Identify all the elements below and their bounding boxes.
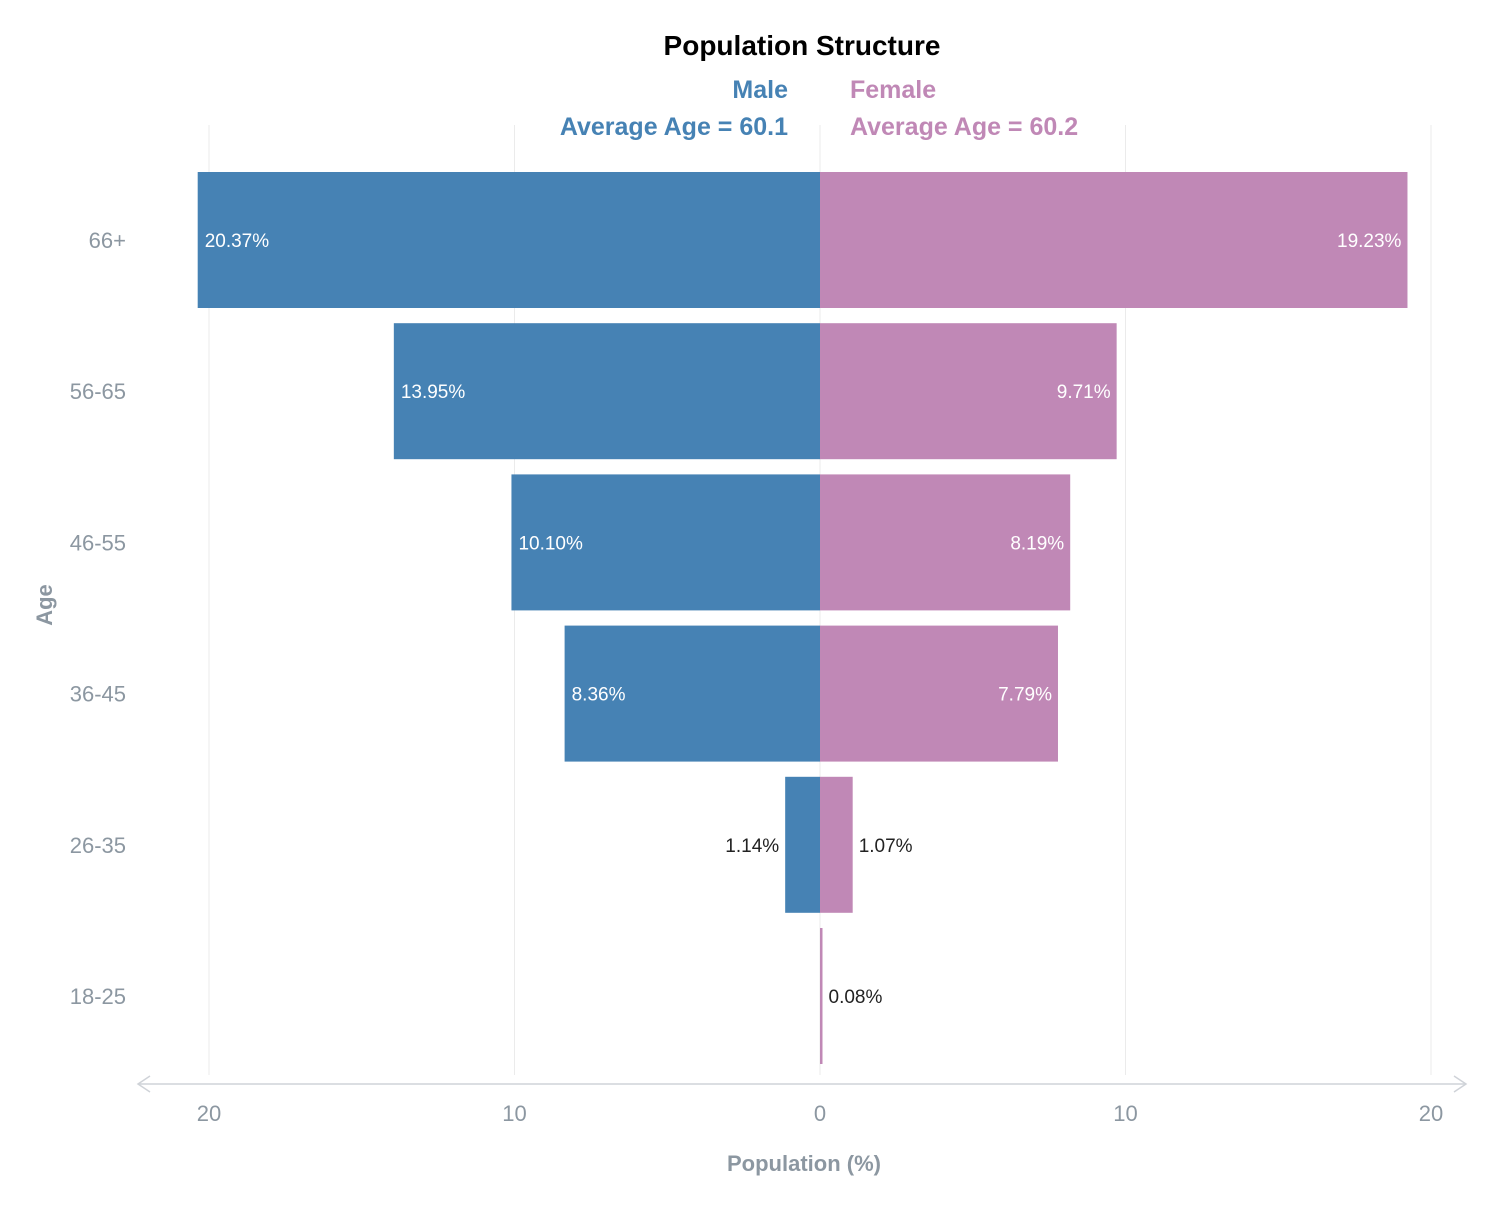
x-axis-right-arrow <box>1453 1075 1468 1093</box>
bar-female-66+ <box>820 172 1408 308</box>
legend-female-name: Female <box>850 76 936 104</box>
x-tick-label: 0 <box>814 1101 826 1126</box>
y-axis-title: Age <box>32 584 57 626</box>
data-label-female-56-65: 9.71% <box>1057 382 1111 403</box>
bar-female-36-45 <box>820 625 1058 762</box>
x-tick-label: 20 <box>197 1101 221 1126</box>
bar-male-66+ <box>197 172 820 308</box>
legend-female-average: Average Age = 60.2 <box>850 113 1078 141</box>
legend-male-average: Average Age = 60.1 <box>560 113 788 141</box>
x-axis: 20 10 0 10 20 <box>136 1075 1468 1126</box>
bar-male-56-65 <box>393 323 820 460</box>
y-tick-label: 26-35 <box>70 833 126 858</box>
x-axis-title: Population (%) <box>727 1151 881 1176</box>
data-label-male-46-55: 10.10% <box>518 533 583 554</box>
data-label-female-36-45: 7.79% <box>998 685 1052 706</box>
data-label-male-26-35: 1.14% <box>725 836 779 857</box>
x-tick-label: 10 <box>502 1101 526 1126</box>
bar-female-18-25 <box>820 928 823 1064</box>
data-label-female-46-55: 8.19% <box>1010 533 1064 554</box>
legend-male-name: Male <box>732 76 788 104</box>
bar-male-36-45 <box>564 625 820 762</box>
x-tick-label: 10 <box>1113 1101 1137 1126</box>
data-label-female-66+: 19.23% <box>1337 231 1402 252</box>
bars <box>197 172 1408 1064</box>
data-label-male-66+: 20.37% <box>205 231 270 252</box>
data-label-female-18-25: 0.08% <box>829 987 883 1008</box>
bar-male-26-35 <box>785 776 820 913</box>
y-tick-label: 36-45 <box>70 682 126 707</box>
y-tick-label: 56-65 <box>70 379 126 404</box>
bar-female-46-55 <box>820 474 1071 611</box>
x-tick-label: 20 <box>1419 1101 1443 1126</box>
y-tick-label: 46-55 <box>70 530 126 555</box>
data-label-female-26-35: 1.07% <box>859 836 913 857</box>
data-labels: 20.37% 19.23% 13.95% 9.71% 10.10% 8.19% 8.36% 7… <box>205 231 1402 1008</box>
data-label-male-36-45: 8.36% <box>572 685 626 706</box>
bar-male-46-55 <box>511 474 820 611</box>
y-tick-label: 18-25 <box>70 984 126 1009</box>
bar-female-26-35 <box>820 776 853 913</box>
data-label-male-56-65: 13.95% <box>401 382 466 403</box>
y-tick-label: 66+ <box>89 228 126 253</box>
x-axis-left-arrow <box>136 1075 151 1093</box>
y-axis-labels: 66+ 56-65 46-55 36-45 26-35 18-25 <box>70 228 126 1009</box>
bar-female-56-65 <box>820 323 1117 460</box>
chart-title: Population Structure <box>664 30 941 61</box>
